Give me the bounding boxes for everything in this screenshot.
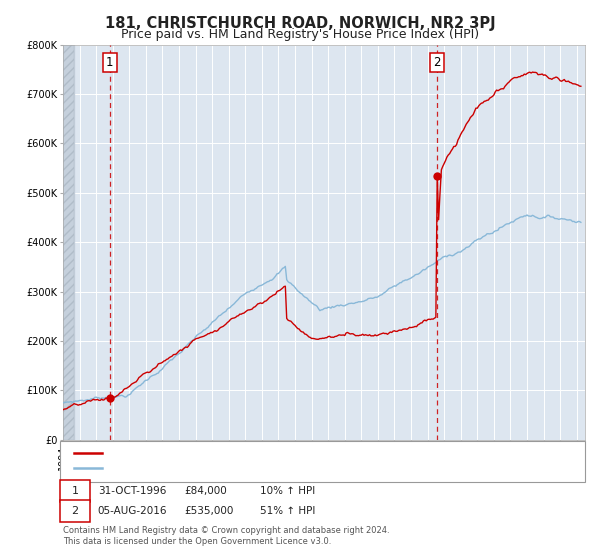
Text: 51% ↑ HPI: 51% ↑ HPI	[260, 506, 315, 516]
Text: 1: 1	[106, 55, 113, 68]
Polygon shape	[63, 45, 74, 440]
Text: Contains HM Land Registry data © Crown copyright and database right 2024.
This d: Contains HM Land Registry data © Crown c…	[63, 526, 389, 546]
Text: 181, CHRISTCHURCH ROAD, NORWICH, NR2 3PJ (detached house): 181, CHRISTCHURCH ROAD, NORWICH, NR2 3PJ…	[109, 449, 451, 459]
Text: £535,000: £535,000	[185, 506, 234, 516]
Text: Price paid vs. HM Land Registry's House Price Index (HPI): Price paid vs. HM Land Registry's House …	[121, 28, 479, 41]
Text: 1: 1	[71, 486, 79, 496]
Text: 2: 2	[71, 506, 79, 516]
Text: 2: 2	[433, 55, 441, 68]
Text: HPI: Average price, detached house, Norwich: HPI: Average price, detached house, Norw…	[109, 463, 344, 473]
Text: 181, CHRISTCHURCH ROAD, NORWICH, NR2 3PJ: 181, CHRISTCHURCH ROAD, NORWICH, NR2 3PJ	[104, 16, 496, 31]
Text: 10% ↑ HPI: 10% ↑ HPI	[260, 486, 315, 496]
Text: 31-OCT-1996: 31-OCT-1996	[98, 486, 166, 496]
Text: 05-AUG-2016: 05-AUG-2016	[98, 506, 167, 516]
Text: £84,000: £84,000	[185, 486, 227, 496]
